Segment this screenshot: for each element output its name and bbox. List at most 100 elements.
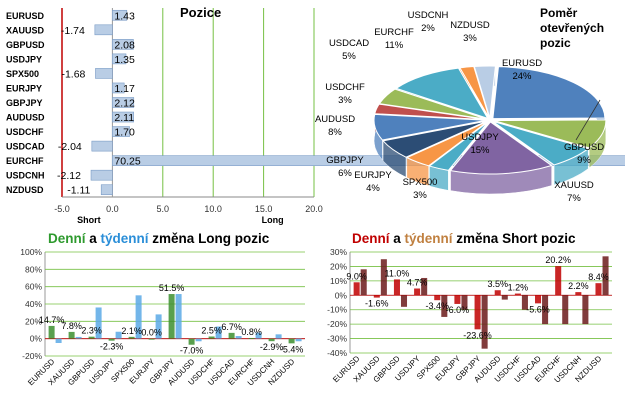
c1-category-label: EURUSD — [6, 11, 45, 21]
c4-tick-label: 0% — [335, 290, 348, 300]
c4-data-label: 1.2% — [508, 283, 529, 293]
c1-category-label: USDJPY — [6, 54, 42, 64]
pie-slice-name: USDCNH — [408, 10, 449, 21]
pie-slice-name: USDCAD — [329, 38, 369, 49]
chart4-title: Denní a týdenní změna Short pozic — [352, 231, 576, 246]
c1-value-label: 70.25 — [114, 156, 140, 168]
c3-bar — [148, 338, 155, 340]
c1-bar — [112, 82, 125, 94]
c1-value-label: 2.08 — [114, 39, 135, 51]
c4-data-label: 9.0% — [346, 271, 367, 281]
pie-slice-name: NZDUSD — [450, 20, 490, 31]
c1-value-label: -1.11 — [67, 185, 90, 197]
c4-bar — [400, 295, 408, 307]
pie-slice — [428, 121, 489, 171]
c4-bar — [414, 288, 421, 296]
c3-bar — [155, 314, 162, 339]
c4-data-label: -3.4% — [426, 301, 450, 311]
c1-category-label: AUDUSD — [6, 113, 45, 123]
pie-slice — [493, 119, 607, 149]
c4-data-label: 3.5% — [487, 279, 508, 289]
pie-slice-value: 11% — [385, 40, 404, 51]
c1-value-label: -1.68 — [61, 68, 85, 80]
c4-bar — [421, 277, 428, 296]
pie-slice-value: 9% — [577, 155, 591, 166]
c3-data-label: 14.7% — [39, 315, 65, 325]
pie-leader-gbpusd — [575, 99, 601, 141]
c3-bar — [175, 294, 182, 339]
c3-data-label: 6.7% — [221, 322, 242, 332]
pie-slice-value: 3% — [463, 33, 477, 44]
c3-bar — [248, 337, 255, 339]
c3-bar — [255, 332, 262, 339]
c1-bar — [112, 53, 127, 65]
c3-bar — [48, 325, 55, 339]
c1-category-label: GBPUSD — [6, 40, 45, 50]
c3-bar — [115, 331, 122, 339]
c3-tick-label: 60% — [25, 282, 42, 292]
pie-slice — [459, 66, 490, 119]
c4-bar — [454, 295, 461, 304]
pie-slice — [405, 121, 488, 167]
c4-bar — [535, 295, 542, 304]
c3-bar — [128, 336, 135, 339]
c3-bar — [108, 338, 115, 341]
c3-data-label: -2.9% — [260, 342, 284, 352]
c4-data-label: 11.0% — [385, 268, 410, 278]
pie-slice-name: USDCHF — [325, 82, 365, 93]
c3-bar — [228, 332, 235, 339]
c4-bar — [542, 295, 549, 325]
c4-bar — [595, 283, 602, 296]
c1-value-label: -2.12 — [57, 170, 81, 182]
c4-bar — [481, 295, 488, 349]
pie-slice — [473, 65, 496, 119]
c1-tick-label: 5.0 — [157, 204, 170, 214]
pie-slice-name: AUDUSD — [315, 114, 355, 125]
pie-slice-value: 7% — [567, 193, 581, 204]
chart4-title-and: a — [389, 231, 405, 246]
c3-data-label: 51.5% — [159, 283, 185, 293]
c4-bar — [360, 269, 367, 296]
c4-tick-label: -10% — [327, 305, 347, 315]
c3-data-label: 2.5% — [201, 326, 222, 336]
c4-data-label: -5.6% — [526, 304, 550, 314]
c3-data-label: -2.3% — [100, 342, 124, 352]
c4-tick-label: 30% — [330, 247, 347, 257]
c1-tick-label: 0.0 — [106, 204, 119, 214]
c4-bar — [521, 295, 528, 310]
c3-bar — [215, 326, 222, 339]
chart3-title-and: a — [85, 231, 101, 246]
pie-slice-value: 3% — [413, 190, 427, 201]
pie-slice-name: EURCHF — [374, 27, 414, 38]
c4-data-label: -6.0% — [446, 305, 470, 315]
pie-slice — [374, 103, 487, 121]
pie-slice-value: 15% — [470, 145, 490, 156]
pie-slice — [492, 66, 606, 120]
c4-tick-label: -40% — [327, 348, 347, 358]
c1-tick-label: 15.0 — [255, 204, 273, 214]
pie-slice-value: 3% — [338, 95, 352, 106]
chart2-title: Poměr otevřených pozic — [540, 6, 605, 50]
c4-tick-label: -20% — [327, 319, 347, 329]
c3-bar — [288, 338, 295, 344]
c4-tick-label: 10% — [330, 276, 347, 286]
pie-slice-name: EURUSD — [502, 58, 542, 69]
c4-bar — [434, 295, 441, 301]
pie-slice — [449, 121, 553, 175]
c4-data-label: -23.6% — [463, 330, 492, 340]
c3-tick-label: 80% — [25, 264, 42, 274]
c3-bar — [208, 336, 215, 339]
c3-data-label: 2.3% — [81, 326, 102, 336]
c4-bar — [474, 295, 481, 330]
chart4-title-weekly: týdenní — [404, 231, 453, 246]
chart3-title-weekly: týdenní — [100, 231, 149, 246]
c1-bar — [112, 39, 134, 50]
c4-bar — [373, 295, 380, 298]
c3-tick-label: 0% — [30, 334, 43, 344]
pie-slice — [373, 113, 487, 141]
c4-tick-label: -30% — [327, 334, 347, 344]
c3-bar — [88, 336, 95, 339]
chart1-title: Pozice — [180, 5, 222, 20]
c1-value-label: 1.17 — [114, 83, 135, 95]
